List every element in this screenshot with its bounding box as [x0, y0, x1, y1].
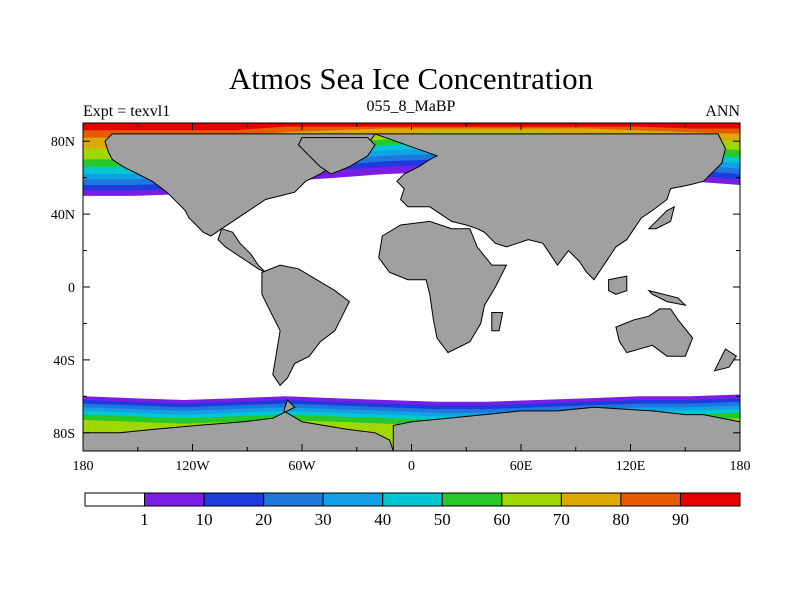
x-tick-label: 180	[73, 459, 94, 474]
land-new-zealand	[713, 348, 738, 372]
land-eurasia	[374, 133, 726, 281]
colorbar-label: 50	[434, 510, 451, 529]
map-clip-group	[83, 123, 740, 451]
colorbar-box-8	[560, 492, 622, 507]
colorbar-label: 10	[196, 510, 213, 529]
y-tick-label: 80N	[51, 135, 75, 150]
y-tick-label: 0	[68, 281, 75, 296]
x-tick-label: 60E	[510, 459, 533, 474]
land-madagascar	[491, 312, 504, 332]
map-axes: 180 120W 60W 0 60E 120E 180 80N 40N 0 40S 80S	[51, 122, 751, 474]
y-tick-label: 40S	[53, 354, 75, 369]
colorbar-box-0	[84, 492, 146, 507]
land-antarctica-east	[392, 406, 740, 451]
colorbar-label: 90	[672, 510, 689, 529]
land-indonesia-borneo	[608, 275, 628, 295]
colorbar-box-5	[382, 492, 443, 507]
land-central-america	[217, 228, 266, 273]
colorbar-box-10	[679, 492, 741, 507]
colorbar-box-9	[620, 492, 681, 507]
colorbar-label: 40	[374, 510, 391, 529]
y-tick-label: 80S	[53, 427, 75, 442]
x-tick-label: 0	[408, 459, 415, 474]
colorbar-box-6	[441, 492, 503, 507]
x-tick-label: 180	[730, 459, 751, 474]
left-subtitle: Expt = texvl1	[83, 103, 170, 120]
colorbar-label: 70	[553, 510, 570, 529]
chart-title: Atmos Sea Ice Concentration	[229, 61, 594, 96]
map-plot-area	[83, 123, 740, 451]
colorbar-label: 1	[140, 510, 149, 529]
land-antarctica-west	[83, 399, 394, 451]
center-subtitle: 055_8_MaBP	[367, 98, 456, 115]
colorbar-box-4	[322, 492, 384, 507]
land-japan	[647, 205, 676, 230]
x-tick-label: 120W	[175, 459, 210, 474]
x-tick-label: 60W	[288, 459, 316, 474]
land-new-guinea	[647, 289, 687, 307]
colorbar-label: 80	[612, 510, 629, 529]
colorbar-label: 60	[493, 510, 510, 529]
colorbar-box-7	[501, 492, 562, 507]
land-africa	[378, 220, 508, 354]
colorbar-label: 20	[255, 510, 272, 529]
land-australia	[615, 308, 694, 357]
colorbar-box-1	[144, 492, 205, 507]
right-subtitle: ANN	[705, 103, 740, 120]
land-greenland	[297, 137, 376, 175]
colorbar-box-3	[263, 492, 324, 507]
x-tick-label: 120E	[616, 459, 646, 474]
y-tick-label: 40N	[51, 208, 75, 223]
colorbar: 1 10 20 30 40 50 60 70 80 90	[84, 492, 741, 529]
colorbar-box-2	[203, 492, 265, 507]
colorbar-label: 30	[315, 510, 332, 529]
land-south-america	[261, 264, 351, 387]
